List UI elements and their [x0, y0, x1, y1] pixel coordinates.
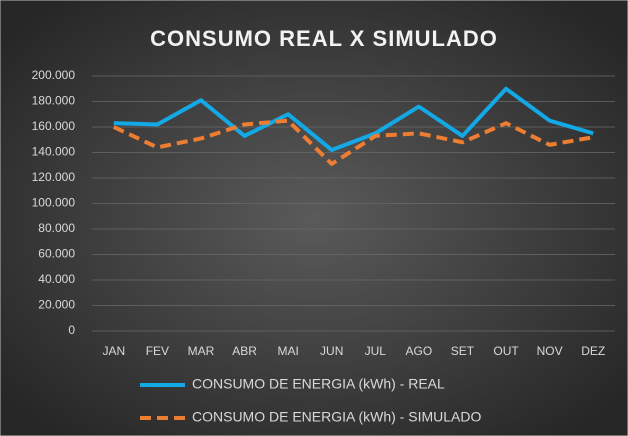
y-tick-label: 100.000: [32, 196, 76, 210]
y-tick-label: 0: [68, 323, 75, 337]
y-tick-label: 20.000: [38, 298, 75, 312]
y-tick-label: 180.000: [32, 94, 76, 108]
y-tick-label: 200.000: [32, 68, 76, 82]
legend-label: CONSUMO DE ENERGIA (kWh) - SIMULADO: [192, 409, 481, 425]
y-tick-label: 160.000: [32, 119, 76, 133]
x-tick-label: OUT: [493, 344, 519, 358]
y-tick-label: 80.000: [38, 221, 75, 235]
x-tick-label: AGO: [406, 344, 433, 358]
x-tick-label: JAN: [102, 344, 125, 358]
y-tick-label: 120.000: [32, 170, 76, 184]
x-tick-label: MAR: [188, 344, 215, 358]
y-tick-label: 140.000: [32, 145, 76, 159]
x-tick-label: ABR: [232, 344, 257, 358]
x-tick-label: FEV: [146, 344, 169, 358]
y-tick-label: 40.000: [38, 272, 75, 286]
legend-label: CONSUMO DE ENERGIA (kWh) - REAL: [192, 376, 445, 392]
x-tick-label: NOV: [537, 344, 563, 358]
x-tick-label: DEZ: [581, 344, 605, 358]
x-tick-label: MAI: [277, 344, 298, 358]
series-line: [112, 118, 594, 166]
x-tick-label: JUL: [365, 344, 387, 358]
series-line: [113, 86, 594, 152]
y-tick-label: 60.000: [38, 247, 75, 261]
x-tick-label: JUN: [320, 344, 343, 358]
chart-title: CONSUMO REAL X SIMULADO: [150, 26, 498, 51]
x-tick-label: SET: [451, 344, 475, 358]
